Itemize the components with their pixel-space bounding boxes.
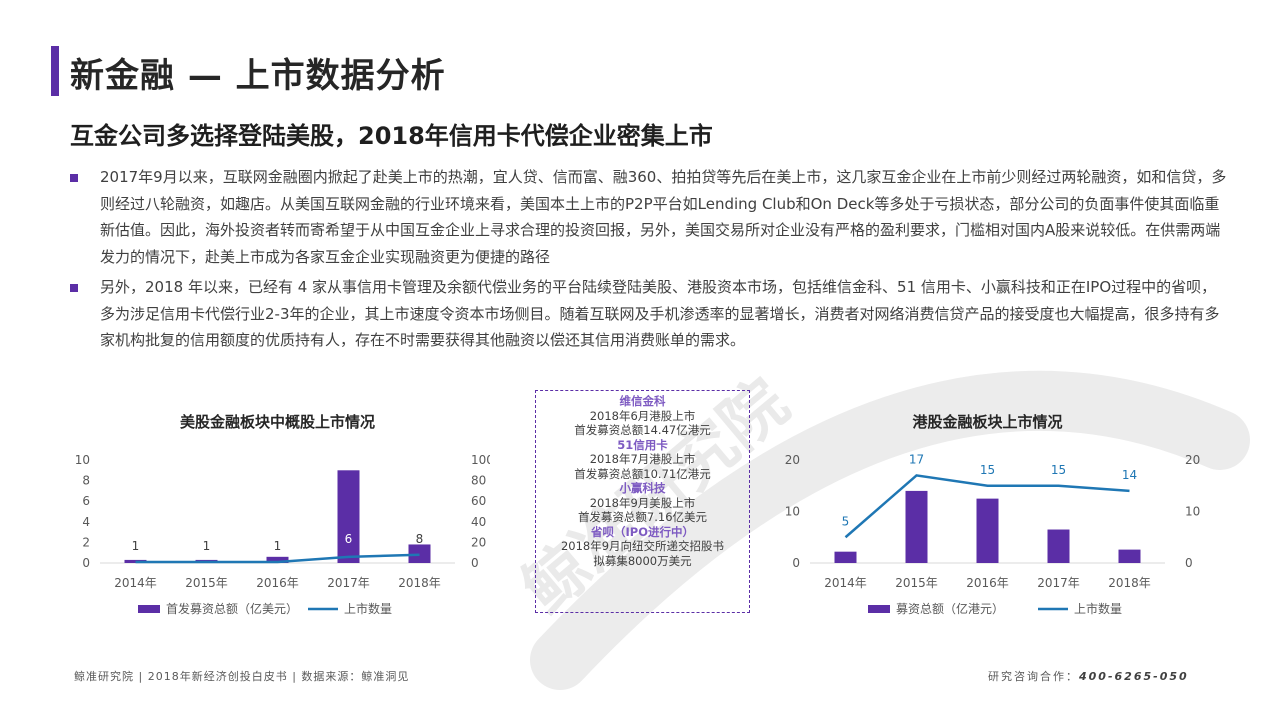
page-title: 新金融 — 上市数据分析 [70, 56, 446, 96]
watermark-arc [530, 370, 1250, 690]
legend-bar-swatch [138, 605, 160, 613]
y-tick-label: 20 [785, 453, 800, 467]
info-line: 2018年9月美股上市 [589, 495, 696, 510]
info-line: 首发募资总额7.16亿美元 [577, 510, 708, 524]
bullet-text: 另外，2018 年以来，已经有 4 家从事信用卡管理及余额代偿业务的平台陆续登陆… [100, 278, 1220, 349]
legend-label: 上市数量 [344, 601, 392, 616]
bar [905, 490, 928, 563]
footer-source: 鲸准研究院 | 2018年新经济创投白皮书 | 数据来源：鲸准洞见 [74, 670, 410, 683]
bar [408, 544, 431, 563]
bar [266, 556, 289, 563]
x-tick-label: 2014年 [114, 576, 157, 590]
x-tick-label: 2016年 [256, 576, 299, 590]
info-company-name: 省呗（IPO进行中） [591, 524, 694, 539]
bar [1047, 529, 1070, 563]
data-label: 15 [980, 463, 995, 477]
hk-listing-chart: 港股金融板块上市情况 0 10 20 0 1000 2000 5 17 15 15 14 2014年 20… [785, 413, 1200, 616]
footer-contact-label: 研究咨询合作： [988, 670, 1079, 683]
x-tick-label: 2017年 [327, 576, 370, 590]
y-tick-label: 0 [792, 556, 800, 570]
y2-tick-label: 0 [471, 556, 479, 570]
bar [976, 498, 999, 563]
y2-tick-label: 2000 [1185, 453, 1200, 467]
y2-tick-label: 100 [471, 453, 490, 467]
footer-phone: 400-6265-050 [1079, 670, 1189, 683]
y-tick-label: 4 [82, 515, 90, 529]
x-tick-label: 2014年 [824, 576, 867, 590]
data-label: 8 [416, 532, 424, 546]
chart-title: 美股金融板块中概股上市情况 [180, 413, 375, 431]
chart-title: 港股金融板块上市情况 [912, 413, 1062, 431]
info-line: 拟募集8000万美元 [593, 553, 692, 568]
footer-contact: 研究咨询合作：400-6265-050 [988, 668, 1189, 684]
data-label: 1 [132, 539, 140, 553]
bar [1118, 549, 1141, 563]
y2-tick-label: 60 [471, 494, 486, 508]
y-tick-label: 10 [75, 453, 90, 467]
info-line: 2018年9月向纽交所递交招股书 [560, 539, 725, 553]
legend-label: 首发募资总额（亿美元） [166, 601, 298, 616]
x-tick-label: 2015年 [895, 576, 938, 590]
x-tick-label: 2015年 [185, 576, 228, 590]
bullet-item: 2017年9月以来，互联网金融圈内掀起了赴美上市的热潮，宜人贷、信而富、融360… [70, 164, 1230, 270]
x-tick-label: 2016年 [966, 576, 1009, 590]
y-tick-label: 2 [82, 535, 90, 549]
y2-tick-label: 20 [471, 535, 486, 549]
data-label: 1 [203, 539, 211, 553]
y2-tick-label: 1000 [1185, 505, 1200, 519]
data-label: 5 [842, 514, 850, 528]
y2-tick-label: 80 [471, 474, 486, 488]
bullet-list: 2017年9月以来，互联网金融圈内掀起了赴美上市的热潮，宜人贷、信而富、融360… [70, 164, 1230, 358]
info-company-name: 小赢科技 [619, 481, 666, 495]
title-accent-bar [51, 46, 59, 96]
info-company-name: 维信金科 [619, 394, 666, 408]
line-series [135, 553, 420, 564]
bullet-item: 另外，2018 年以来，已经有 4 家从事信用卡管理及余额代偿业务的平台陆续登陆… [70, 274, 1230, 354]
data-label: 1 [274, 539, 282, 553]
legend-label: 上市数量 [1074, 601, 1122, 616]
legend-label: 募资总额（亿港元） [896, 601, 1004, 616]
data-label: 14 [1122, 468, 1137, 482]
info-line: 首发募资总额14.47亿港元 [574, 423, 711, 437]
data-label: 17 [909, 452, 924, 466]
bullet-text: 2017年9月以来，互联网金融圈内掀起了赴美上市的热潮，宜人贷、信而富、融360… [100, 168, 1227, 266]
us-listing-chart: 美股金融板块中概股上市情况024681002040608010011168201… [75, 413, 490, 616]
company-info-box: 维信金科 2018年6月港股上市 首发募资总额14.47亿港元 51信用卡 20… [535, 390, 750, 613]
info-company-name: 51信用卡 [617, 437, 668, 452]
y-tick-label: 8 [82, 474, 90, 488]
y2-tick-label: 40 [471, 515, 486, 529]
bar [337, 470, 360, 563]
info-line: 2018年7月港股上市 [589, 452, 696, 466]
bullet-square-icon [70, 174, 78, 182]
data-label: 15 [1051, 463, 1066, 477]
y-tick-label: 0 [82, 556, 90, 570]
bullet-square-icon [70, 284, 78, 292]
data-label: 6 [345, 532, 353, 546]
x-tick-label: 2018年 [398, 576, 441, 590]
y-tick-label: 6 [82, 494, 90, 508]
y-tick-label: 10 [785, 505, 800, 519]
info-line: 首发募资总额10.71亿港元 [574, 466, 711, 481]
info-line: 2018年6月港股上市 [589, 408, 696, 423]
x-tick-label: 2017年 [1037, 576, 1080, 590]
line-series [844, 474, 1130, 539]
x-tick-label: 2018年 [1108, 576, 1151, 590]
legend-bar-swatch [868, 605, 890, 613]
y2-tick-label: 0 [1185, 556, 1193, 570]
bar [834, 551, 857, 563]
page-subtitle: 互金公司多选择登陆美股，2018年信用卡代偿企业密集上市 [70, 122, 713, 150]
